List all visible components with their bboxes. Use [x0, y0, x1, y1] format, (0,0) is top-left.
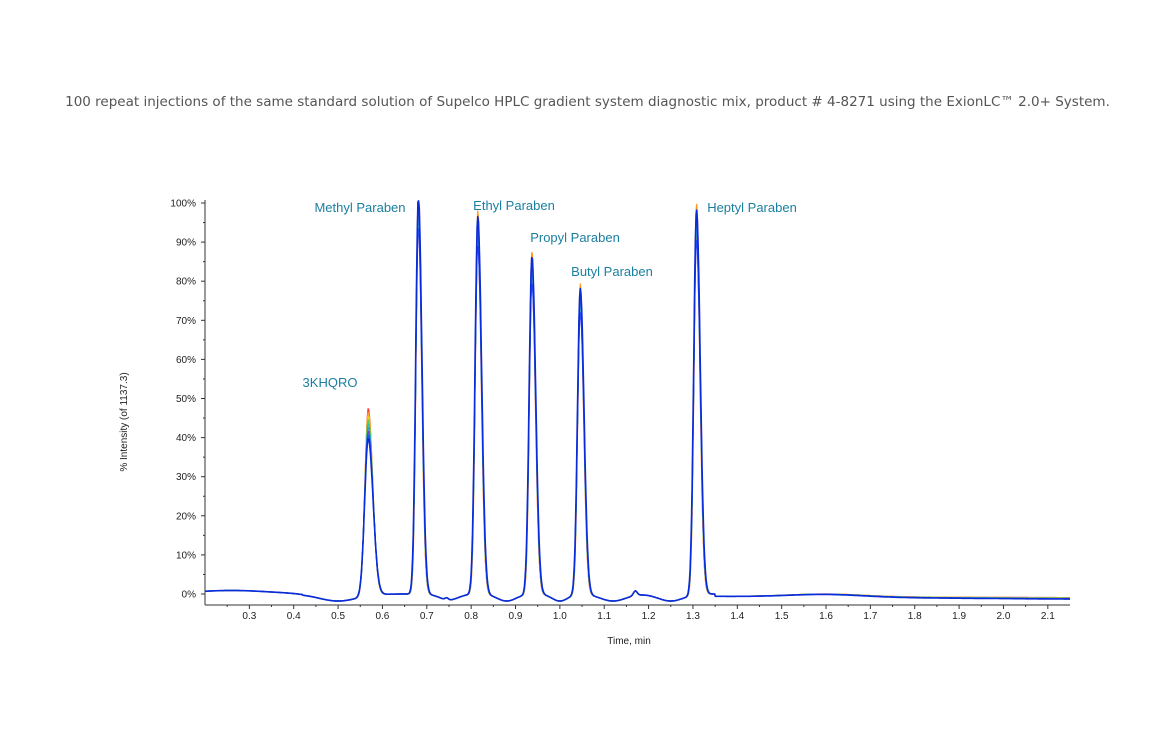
x-axis-title: Time, min: [607, 636, 651, 647]
peak-label: Propyl Paraben: [530, 230, 620, 245]
y-tick-label: 100%: [170, 199, 196, 210]
x-tick-label: 1.6: [819, 611, 833, 622]
x-tick-label: 0.3: [242, 611, 256, 622]
peak-label: Ethyl Paraben: [473, 198, 555, 213]
x-tick-label: 0.7: [420, 611, 434, 622]
x-tick-label: 0.5: [331, 611, 345, 622]
chromatogram-trace: [204, 228, 1070, 602]
y-tick-label: 40%: [176, 433, 196, 444]
peak-label: Methyl Paraben: [314, 200, 405, 215]
axes: 0% 10% 20% 30% 40% 50% 60% 70% 80% 90% 100% 0.3 0.4 0…: [170, 199, 1070, 622]
x-tick-label: 0.9: [509, 611, 523, 622]
x-tick-label: 1.4: [730, 611, 744, 622]
x-tick-label: 1.9: [952, 611, 966, 622]
x-tick-label: 0.6: [375, 611, 389, 622]
x-tick-label: 1.0: [553, 611, 567, 622]
y-tick-label: 50%: [176, 394, 196, 405]
y-tick-label: 90%: [176, 238, 196, 249]
x-tick-label: 0.4: [287, 611, 301, 622]
chromatogram-traces: [204, 200, 1071, 602]
x-tick-label: 1.2: [642, 611, 656, 622]
x-tick-label: 1.8: [908, 611, 922, 622]
x-tick-label: 2.0: [997, 611, 1011, 622]
chromatogram-trace: [204, 222, 1070, 602]
peak-label: Heptyl Paraben: [707, 200, 797, 215]
y-tick-label: 80%: [176, 277, 196, 288]
chromatogram-trace: [204, 200, 1071, 602]
y-tick-label: 70%: [176, 316, 196, 327]
peak-labels: 3KHQRO Methyl Paraben Ethyl Paraben Propyl …: [303, 198, 797, 390]
y-tick-label: 20%: [176, 511, 196, 522]
x-tick-label: 2.1: [1041, 611, 1055, 622]
x-tick-label: 1.5: [775, 611, 789, 622]
x-tick-label: 1.7: [863, 611, 877, 622]
peak-label: Butyl Paraben: [571, 264, 653, 279]
y-tick-label: 0%: [182, 590, 197, 601]
y-tick-label: 10%: [176, 550, 196, 561]
y-tick-label: 60%: [176, 355, 196, 366]
figure-caption: 100 repeat injections of the same standa…: [65, 94, 1110, 110]
peak-label: 3KHQRO: [303, 375, 358, 390]
x-tick-label: 1.1: [597, 611, 611, 622]
y-axis-title: % Intensity (of 1137.3): [119, 372, 130, 471]
x-tick-label: 0.8: [464, 611, 478, 622]
x-tick-label: 1.3: [686, 611, 700, 622]
chromatogram-trace: [204, 200, 1070, 602]
y-tick-label: 30%: [176, 472, 196, 483]
